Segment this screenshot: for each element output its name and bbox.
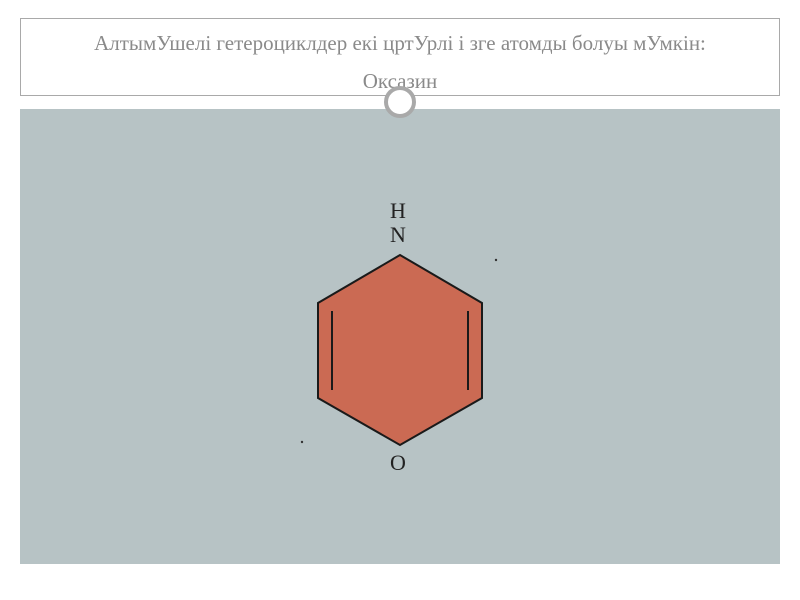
slide: АлтымУшелі гетероциклдер екі цртУрлі і з… — [0, 0, 800, 600]
content-background — [20, 109, 780, 564]
atom-label-o: O — [390, 450, 406, 476]
atom-label-h: H — [390, 198, 406, 224]
title-box: АлтымУшелі гетероциклдер екі цртУрлі і з… — [20, 18, 780, 96]
title-line-1: АлтымУшелі гетероциклдер екі цртУрлі і з… — [21, 29, 779, 57]
atom-label-n: N — [390, 222, 406, 248]
decor-circle-icon — [384, 86, 416, 118]
